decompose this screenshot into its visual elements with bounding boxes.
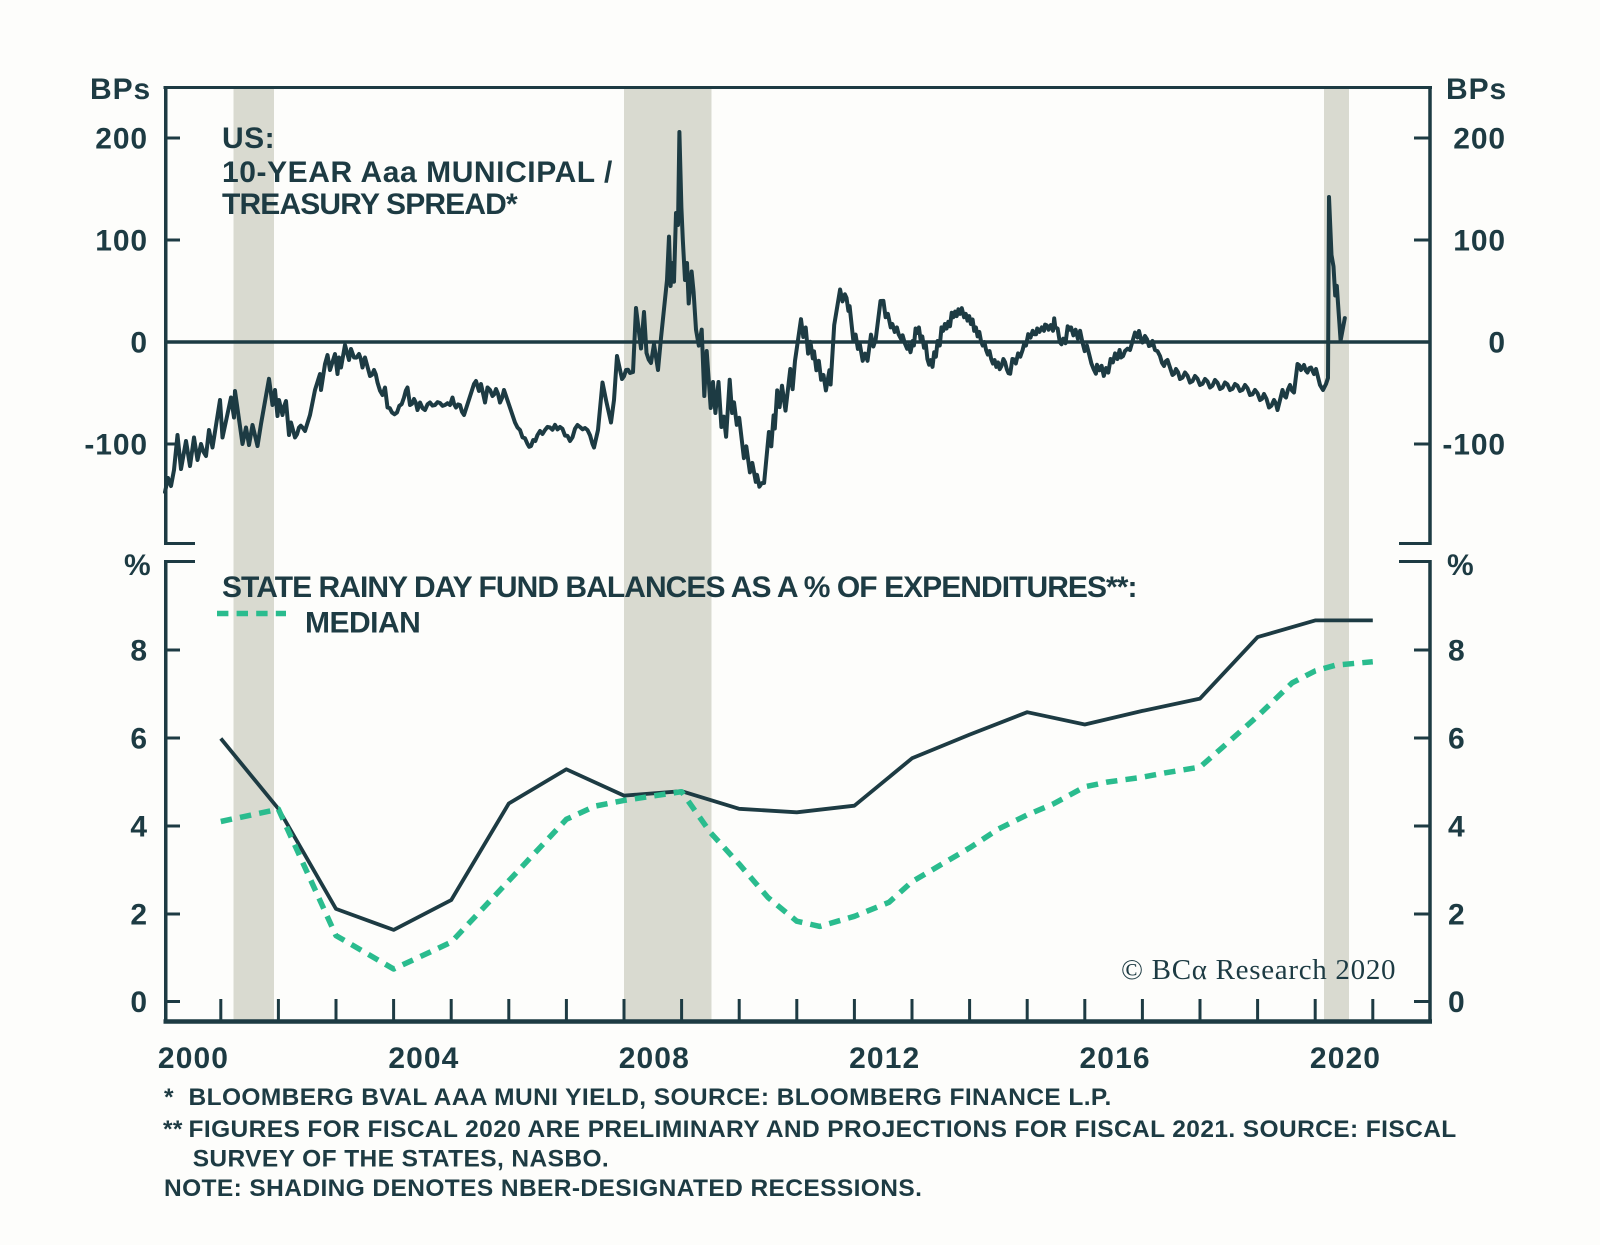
svg-text:2008: 2008 xyxy=(619,1042,690,1075)
svg-text:0: 0 xyxy=(1448,986,1466,1019)
svg-text:**: ** xyxy=(163,1116,183,1143)
svg-text:0: 0 xyxy=(1488,327,1506,360)
svg-text:BPs: BPs xyxy=(90,73,151,106)
svg-text:200: 200 xyxy=(95,123,148,156)
svg-text:200: 200 xyxy=(1453,123,1506,156)
svg-text:2004: 2004 xyxy=(388,1042,459,1075)
svg-text:0: 0 xyxy=(130,327,148,360)
svg-text:*: * xyxy=(164,1084,174,1111)
svg-text:-100: -100 xyxy=(1442,429,1506,462)
svg-text:NOTE: SHADING DENOTES NBER-DES: NOTE: SHADING DENOTES NBER-DESIGNATED RE… xyxy=(164,1175,922,1202)
svg-text:STATE RAINY DAY FUND BALANCES: STATE RAINY DAY FUND BALANCES AS A % OF … xyxy=(222,571,1137,604)
svg-text:6: 6 xyxy=(130,723,148,756)
svg-text:8: 8 xyxy=(1448,635,1466,668)
svg-text:US:: US: xyxy=(222,122,275,155)
svg-text:%: % xyxy=(124,549,152,582)
svg-text:-100: -100 xyxy=(84,429,148,462)
svg-text:2000: 2000 xyxy=(158,1042,229,1075)
svg-text:2: 2 xyxy=(1448,899,1466,932)
svg-text:SURVEY OF THE STATES, NASBO.: SURVEY OF THE STATES, NASBO. xyxy=(193,1146,609,1173)
svg-text:2020: 2020 xyxy=(1310,1042,1381,1075)
svg-text:8: 8 xyxy=(130,635,148,668)
svg-text:2012: 2012 xyxy=(849,1042,920,1075)
svg-text:© BCα Research 2020: © BCα Research 2020 xyxy=(1121,954,1396,986)
svg-text:%: % xyxy=(1447,549,1475,582)
svg-text:6: 6 xyxy=(1448,723,1466,756)
svg-text:TREASURY SPREAD*: TREASURY SPREAD* xyxy=(222,188,518,221)
svg-text:100: 100 xyxy=(1453,225,1506,258)
svg-text:BPs: BPs xyxy=(1446,73,1507,106)
svg-text:10-YEAR Aaa MUNICIPAL /: 10-YEAR Aaa MUNICIPAL / xyxy=(222,156,613,189)
svg-text:100: 100 xyxy=(95,225,148,258)
svg-text:BLOOMBERG BVAL AAA MUNI YIELD,: BLOOMBERG BVAL AAA MUNI YIELD, SOURCE: B… xyxy=(189,1084,1112,1111)
svg-text:2016: 2016 xyxy=(1080,1042,1151,1075)
svg-text:4: 4 xyxy=(130,811,148,844)
svg-text:FIGURES FOR FISCAL 2020 ARE PR: FIGURES FOR FISCAL 2020 ARE PRELIMINARY … xyxy=(189,1116,1457,1143)
svg-text:MEDIAN: MEDIAN xyxy=(305,607,420,640)
svg-text:0: 0 xyxy=(130,986,148,1019)
svg-text:2: 2 xyxy=(130,899,148,932)
svg-text:4: 4 xyxy=(1448,811,1466,844)
